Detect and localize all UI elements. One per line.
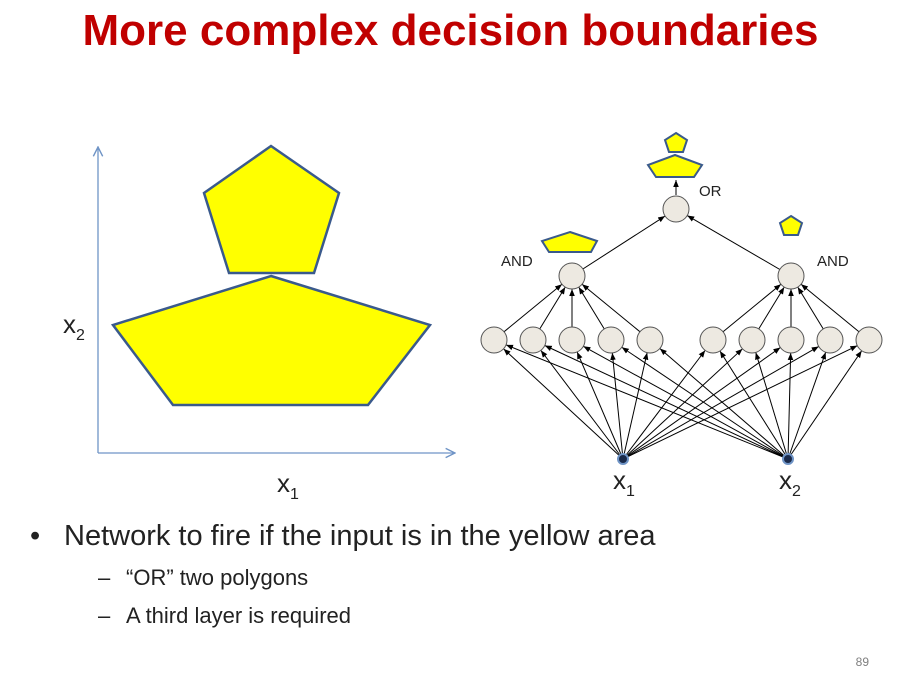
edge-input2-hidden9 xyxy=(787,352,827,460)
x-axis-label: x1 xyxy=(277,468,299,503)
sub-bullet-1-text: “OR” two polygons xyxy=(126,565,309,590)
hidden-neuron-5 xyxy=(636,326,664,354)
and-right-region-icon xyxy=(778,214,804,236)
edge-input2-hidden4 xyxy=(621,346,789,460)
edge-input2-hidden10 xyxy=(787,350,863,460)
and-right-label: AND xyxy=(817,253,849,270)
edge-hidden10-and xyxy=(800,283,870,341)
edge-input1-hidden1 xyxy=(503,348,624,460)
sub-bullet-2: – A third layer is required xyxy=(98,603,656,629)
hidden-neuron-4 xyxy=(597,326,625,354)
bullet-main: • Network to fire if the input is in the … xyxy=(30,520,656,553)
edge-input1-hidden8 xyxy=(622,347,781,460)
edge-input2-hidden5 xyxy=(659,348,789,460)
network-diagram: OR AND AND x1 x2 xyxy=(480,131,883,500)
or-upper-region-icon xyxy=(663,131,689,153)
edge-hidden6-and xyxy=(712,283,782,341)
edge-input1-hidden7 xyxy=(622,348,743,460)
input-node-x1 xyxy=(617,453,629,465)
or-label: OR xyxy=(699,183,722,200)
input-x1-label: x1 xyxy=(613,465,635,500)
hidden-neuron-2 xyxy=(519,326,547,354)
hidden-neuron-10 xyxy=(855,326,883,354)
edge-input1-hidden9 xyxy=(622,346,819,460)
sub-bullet-2-text: A third layer is required xyxy=(126,603,351,628)
hidden-neuron-1 xyxy=(480,326,508,354)
and-neuron-right xyxy=(777,262,805,290)
edge-input2-hidden8 xyxy=(787,352,794,460)
slide-title: More complex decision boundaries xyxy=(82,6,819,55)
edge-input2-hidden7 xyxy=(755,352,789,460)
edge-input1-hidden5 xyxy=(622,352,649,460)
or-lower-region-icon xyxy=(646,153,704,178)
hidden-neuron-7 xyxy=(738,326,766,354)
edge-input2-hidden1 xyxy=(505,344,789,460)
and-left-region-icon xyxy=(540,230,599,253)
hidden-neuron-3 xyxy=(558,326,586,354)
bullet-list: • Network to fire if the input is in the … xyxy=(30,520,656,629)
y-axis-label: x2 xyxy=(63,309,85,344)
edge-input2-hidden6 xyxy=(719,350,789,460)
edge-input1-hidden4 xyxy=(610,352,624,460)
hidden-neuron-8 xyxy=(777,326,805,354)
and-left-label: AND xyxy=(501,253,533,270)
dash-marker: – xyxy=(98,565,111,590)
bullet-marker: • xyxy=(30,520,41,552)
input-x2-label: x2 xyxy=(779,465,801,500)
input-node-x2 xyxy=(782,453,794,465)
edge-input1-hidden10 xyxy=(622,345,858,460)
edge-and1-or xyxy=(571,215,666,277)
edge-hidden1-and xyxy=(493,283,563,341)
and-neuron-left xyxy=(558,262,586,290)
upper-pentagon xyxy=(202,144,341,275)
hidden-neuron-9 xyxy=(816,326,844,354)
edge-input2-hidden3 xyxy=(583,345,789,460)
hidden-neuron-6 xyxy=(699,326,727,354)
hidden-layer-1 xyxy=(480,326,883,354)
dash-marker: – xyxy=(98,603,111,628)
page-number: 89 xyxy=(855,655,869,669)
network-edges xyxy=(493,215,870,460)
edge-input1-hidden2 xyxy=(540,350,624,460)
sub-bullet-1: – “OR” two polygons xyxy=(98,565,656,591)
decision-plot: x2 x1 xyxy=(63,144,455,503)
edge-input1-hidden6 xyxy=(622,350,706,460)
edge-hidden5-and xyxy=(581,283,651,341)
bullet-main-text: Network to fire if the input is in the y… xyxy=(64,520,656,552)
or-neuron xyxy=(662,195,690,223)
edge-input1-hidden3 xyxy=(576,351,624,460)
edge-input2-hidden2 xyxy=(544,345,789,460)
lower-pentagon xyxy=(110,274,433,407)
edge-and2-or xyxy=(686,215,792,277)
